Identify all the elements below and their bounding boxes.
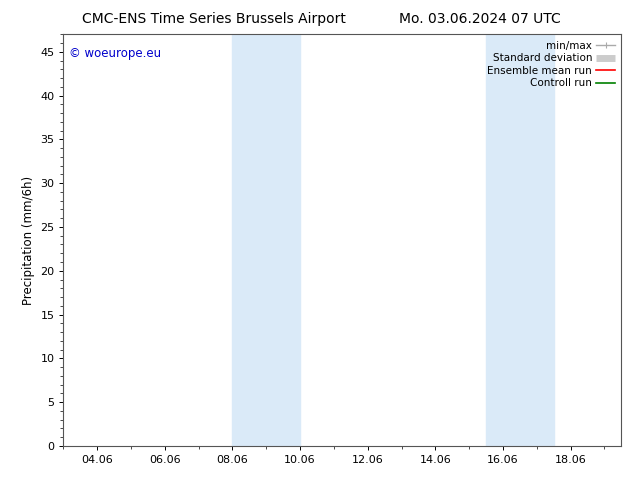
Bar xyxy=(233,34,300,446)
Bar xyxy=(486,34,553,446)
Legend: min/max, Standard deviation, Ensemble mean run, Controll run: min/max, Standard deviation, Ensemble me… xyxy=(483,36,619,93)
Text: CMC-ENS Time Series Brussels Airport: CMC-ENS Time Series Brussels Airport xyxy=(82,12,346,26)
Text: © woeurope.eu: © woeurope.eu xyxy=(69,47,161,60)
Text: Mo. 03.06.2024 07 UTC: Mo. 03.06.2024 07 UTC xyxy=(399,12,561,26)
Y-axis label: Precipitation (mm/6h): Precipitation (mm/6h) xyxy=(22,175,35,305)
